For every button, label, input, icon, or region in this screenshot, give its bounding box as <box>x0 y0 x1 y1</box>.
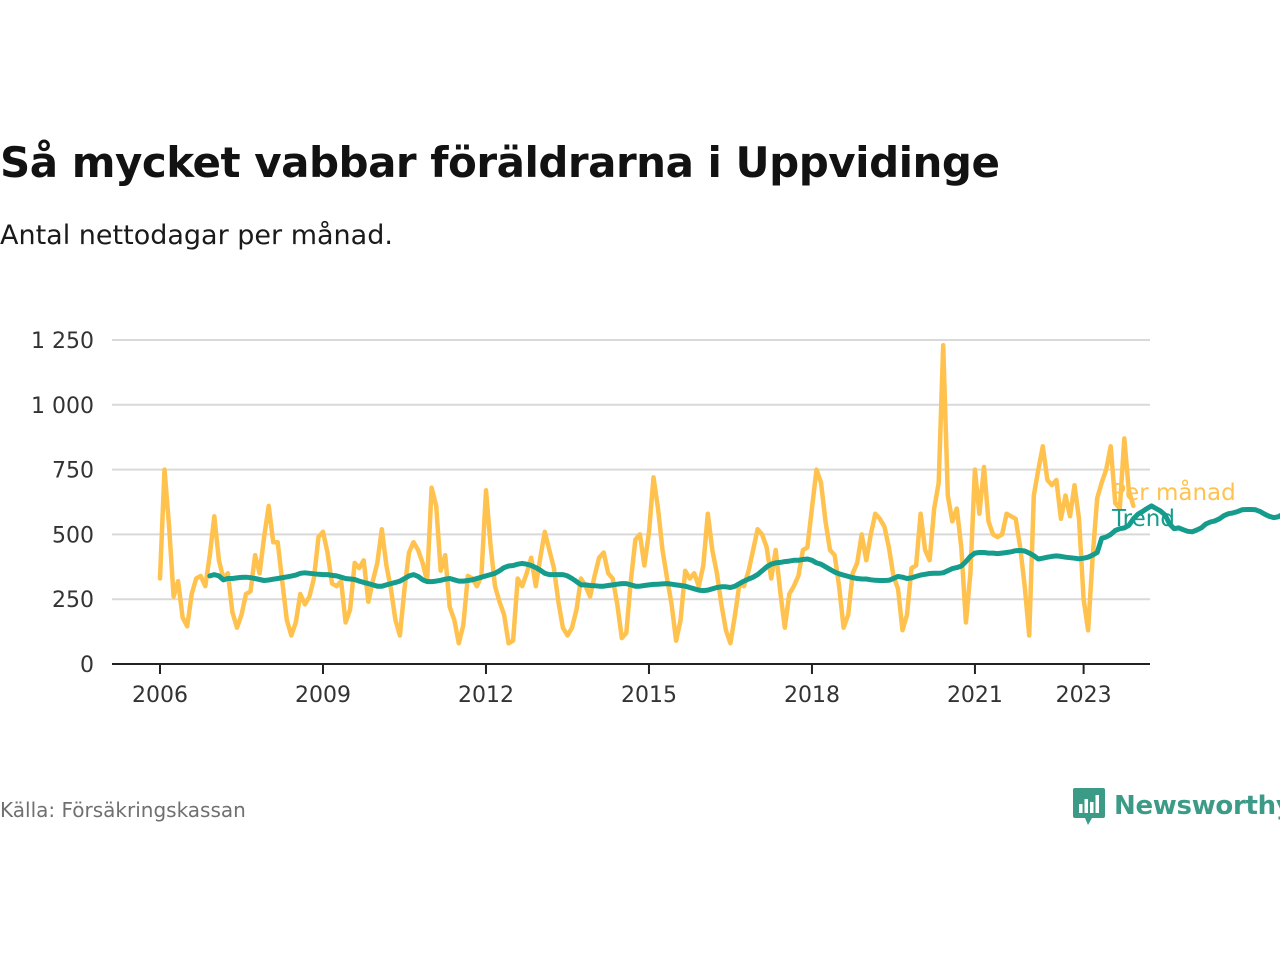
brand-logo[interactable]: Newsworthy <box>1072 786 1280 826</box>
legend-label-per-manad: Per månad <box>1112 478 1236 506</box>
x-tick-label: 2015 <box>621 683 677 708</box>
y-axis-ticks: 0 250 500 750 1 000 1 250 <box>31 329 94 678</box>
x-tick-label: 2021 <box>947 683 1003 708</box>
newsworthy-logo-icon <box>1073 788 1105 825</box>
chart-subtitle: Antal nettodagar per månad. <box>0 220 393 251</box>
y-tick-label: 1 000 <box>31 394 94 419</box>
legend-label-trend: Trend <box>1111 506 1175 532</box>
brand-name: Newsworthy <box>1114 791 1280 821</box>
y-tick-label: 250 <box>52 588 94 613</box>
y-tick-label: 1 250 <box>31 329 94 354</box>
y-tick-label: 750 <box>52 459 94 484</box>
y-tick-label: 0 <box>80 653 94 678</box>
x-tick-label: 2023 <box>1056 683 1112 708</box>
series-line-trend <box>207 503 1280 594</box>
x-tick-label: 2009 <box>295 683 351 708</box>
chart-title: Så mycket vabbar föräldrarna i Uppviding… <box>0 138 1000 187</box>
y-tick-label: 500 <box>52 523 94 548</box>
x-tick-label: 2018 <box>784 683 840 708</box>
source-note: Källa: Försäkringskassan <box>0 798 246 822</box>
x-axis-ticks: 2006 2009 2012 2015 2018 2021 2023 <box>112 663 1150 708</box>
series-lines <box>157 342 1280 646</box>
x-tick-label: 2006 <box>132 683 188 708</box>
line-chart: 0 250 500 750 1 000 1 250 2006 2009 2012 2015 201… <box>31 329 1280 708</box>
x-tick-label: 2012 <box>458 683 514 708</box>
gridlines <box>112 339 1150 601</box>
